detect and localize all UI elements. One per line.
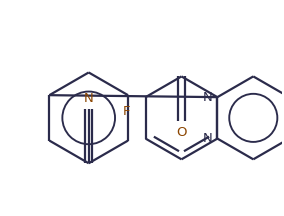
Text: O: O bbox=[176, 126, 187, 139]
Text: N: N bbox=[203, 132, 212, 145]
Text: N: N bbox=[84, 92, 93, 105]
Text: F: F bbox=[122, 105, 130, 118]
Text: N: N bbox=[203, 91, 212, 104]
